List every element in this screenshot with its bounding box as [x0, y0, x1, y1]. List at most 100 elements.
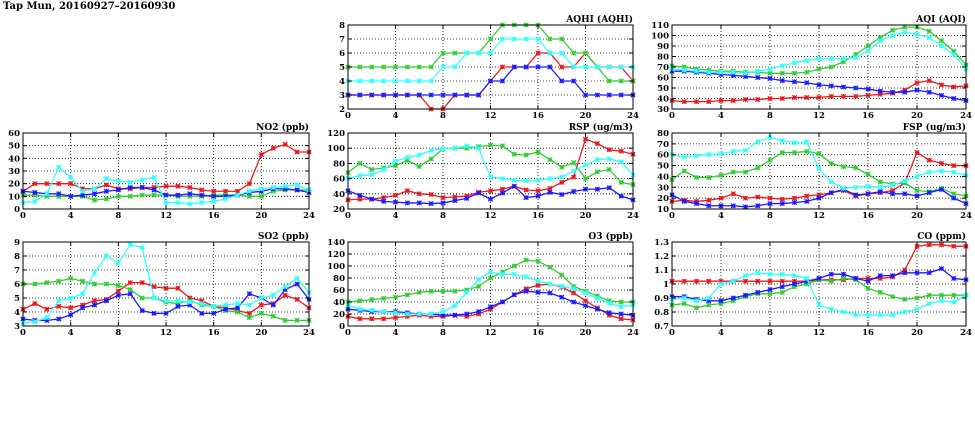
cyan-data-point — [487, 269, 494, 275]
y-tick-label: 80 — [333, 274, 345, 284]
green-data-point — [547, 264, 553, 270]
chart-title: NO2 (ppb) — [256, 122, 309, 133]
cyan-data-point — [853, 184, 859, 190]
cyan-data-point — [416, 78, 422, 84]
y-tick-label: 0 — [14, 205, 20, 215]
cyan-data-point — [938, 43, 945, 49]
cyan-data-point — [547, 175, 553, 182]
cyan-data-point — [902, 178, 908, 184]
blue-data-point — [139, 307, 145, 314]
blue-data-point — [926, 89, 932, 95]
green-series-line — [671, 150, 967, 197]
y-tick-label: 80 — [657, 53, 669, 63]
x-tick-label: 12 — [485, 328, 497, 338]
blue-data-point — [618, 193, 624, 199]
y-tick-label: 3 — [14, 322, 20, 332]
blue-data-point — [779, 200, 785, 207]
red-data-point — [779, 278, 785, 284]
green-data-point — [127, 286, 133, 293]
cyan-data-point — [889, 312, 896, 318]
y-tick-label: 30 — [8, 167, 20, 177]
cyan-data-point — [68, 174, 74, 180]
green-data-point — [706, 302, 712, 308]
blue-data-point — [926, 270, 932, 276]
blue-data-point — [571, 78, 577, 84]
x-tick-label: 0 — [20, 328, 26, 338]
cyan-data-point — [234, 300, 241, 307]
o3-panel: 0 4 8 12 16 20 24 0 20 40 60 80 100 120 140 O3 (ppb) — [327, 231, 639, 338]
y-tick-label: 5 — [14, 294, 20, 304]
green-data-point — [681, 300, 687, 307]
cyan-data-point — [706, 295, 712, 301]
red-data-point — [951, 243, 957, 249]
cyan-data-point — [32, 198, 38, 205]
red-data-point — [804, 193, 810, 199]
red-data-point — [211, 188, 217, 194]
red-data-point — [56, 181, 62, 187]
cyan-data-point — [828, 179, 834, 185]
red-data-point — [32, 181, 38, 187]
green-data-point — [779, 289, 785, 296]
blue-data-point — [103, 188, 110, 194]
cyan-data-point — [103, 175, 110, 182]
green-data-point — [865, 285, 871, 291]
green-data-point — [428, 64, 434, 70]
cyan-data-point — [791, 272, 798, 279]
green-data-point — [369, 166, 375, 173]
blue-data-point — [428, 201, 434, 207]
cyan-data-point — [369, 307, 375, 314]
green-data-point — [791, 70, 798, 76]
green-data-point — [32, 281, 38, 287]
red-data-point — [767, 278, 773, 284]
red-data-point — [282, 141, 288, 148]
red-data-point — [392, 314, 399, 321]
red-data-point — [258, 302, 264, 308]
cyan-data-point — [742, 70, 749, 76]
y-tick-label: 4 — [14, 308, 20, 318]
blue-data-point — [571, 188, 577, 195]
blue-data-point — [428, 92, 434, 98]
cyan-data-point — [428, 147, 434, 154]
cyan-data-point — [791, 60, 798, 66]
green-data-point — [416, 289, 422, 296]
red-data-point — [571, 174, 577, 180]
green-data-point — [416, 163, 422, 170]
blue-data-point — [32, 189, 38, 196]
cyan-data-point — [381, 308, 387, 315]
cyan-data-point — [369, 78, 375, 84]
cyan-data-point — [151, 174, 157, 180]
red-data-point — [938, 82, 945, 88]
rsp-panel: 0 4 8 12 16 20 24 20 40 60 80 100 120 RSP (ug/m3) — [327, 122, 639, 221]
blue-data-point — [547, 189, 553, 195]
green-data-point — [877, 179, 883, 185]
co-chart-svg: 0 4 8 12 16 20 24 0.7 0.8 0.9 1 1.1 1.2 1.3 CO (ppm) — [654, 231, 972, 338]
blue-data-point — [294, 187, 300, 193]
blue-data-point — [234, 305, 241, 311]
red-data-point — [246, 310, 253, 317]
blue-data-point — [294, 281, 300, 287]
red-data-point — [767, 195, 773, 201]
blue-data-point — [951, 275, 957, 282]
blue-data-point — [175, 303, 181, 310]
x-tick-label: 4 — [718, 328, 724, 338]
y-tick-label: 60 — [657, 151, 669, 161]
red-data-point — [357, 316, 363, 322]
cyan-data-point — [175, 298, 181, 304]
cyan-data-point — [440, 308, 446, 315]
cyan-data-point — [730, 278, 736, 284]
cyan-data-point — [951, 51, 957, 58]
blue-data-point — [139, 184, 145, 191]
blue-data-point — [369, 92, 375, 98]
cyan-data-point — [487, 50, 494, 56]
blue-data-point — [791, 281, 798, 287]
blue-data-point — [68, 312, 74, 318]
green-data-point — [115, 282, 121, 289]
blue-data-point — [381, 198, 387, 205]
y-tick-label: 1.1 — [654, 266, 669, 276]
red-data-point — [163, 285, 169, 291]
blue-data-point — [571, 299, 577, 305]
green-data-point — [416, 64, 422, 70]
cyan-data-point — [535, 278, 541, 284]
